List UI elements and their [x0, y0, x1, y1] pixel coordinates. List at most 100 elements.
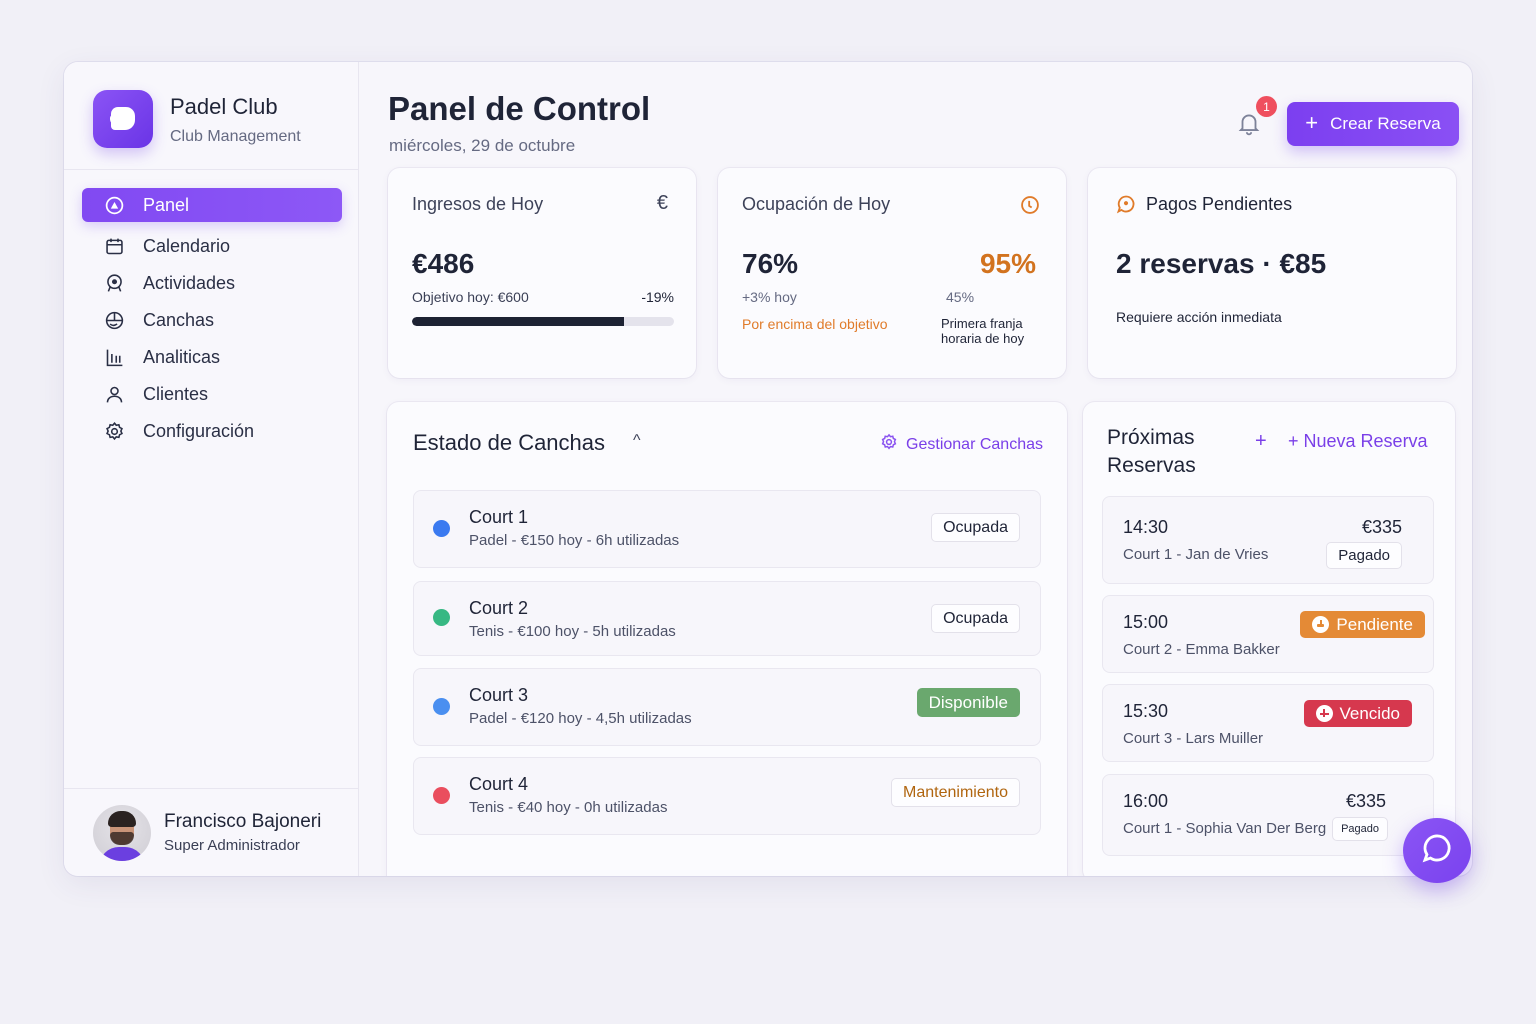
user-profile[interactable]: Francisco Bajoneri Super Administrador	[64, 788, 359, 876]
page-title: Panel de Control	[388, 90, 651, 127]
reservation-detail: Court 2 - Emma Bakker	[1123, 641, 1280, 658]
user-role: Super Administrador	[164, 837, 300, 854]
payment-status-label: Pendiente	[1336, 614, 1413, 634]
court-row[interactable]: Court 3 Padel - €120 hoy - 4,5h utilizad…	[413, 668, 1041, 746]
kpi-occupancy-card: Ocupación de Hoy 76% +3% hoy Por encima …	[718, 168, 1066, 378]
reservations-title-2: Reservas	[1107, 454, 1196, 477]
clock-icon	[1020, 195, 1040, 215]
pending-icon	[1312, 616, 1330, 633]
add-icon[interactable]: +	[1255, 430, 1267, 452]
reservation-item[interactable]: 15:30 Court 3 - Lars Muiller Vencido	[1102, 684, 1434, 762]
activities-icon	[103, 272, 125, 294]
reservation-amount: €335	[1345, 791, 1386, 811]
court-status-panel: Estado de Canchas ^ Gestionar Canchas Co…	[387, 402, 1067, 876]
court-row[interactable]: Court 1 Padel - €150 hoy - 6h utilizadas…	[413, 490, 1041, 568]
kpi-pending-title: Pagos Pendientes	[1146, 194, 1293, 214]
court-status-dot	[433, 609, 450, 626]
kpi-revenue-card: Ingresos de Hoy € €486 Objetivo hoy: €60…	[388, 168, 696, 378]
sidebar-nav: Panel Calendario Actividades Canchas	[82, 188, 342, 450]
court-status-dot	[433, 698, 450, 715]
court-row[interactable]: Court 2 Tenis - €100 hoy - 5h utilizadas…	[413, 581, 1041, 656]
sidebar-item-calendario[interactable]: Calendario	[82, 228, 342, 264]
payment-status-label: Vencido	[1339, 703, 1401, 723]
kpi-occupancy-note: Por encima del objetivo	[742, 316, 888, 332]
overdue-icon	[1315, 705, 1333, 722]
reservation-item[interactable]: 15:00 Court 2 - Emma Bakker Pendiente	[1102, 595, 1434, 673]
dashboard-icon	[103, 194, 125, 216]
chat-fab-button[interactable]	[1403, 818, 1471, 883]
create-reservation-label: Crear Reserva	[1330, 114, 1441, 133]
courts-icon	[103, 309, 125, 331]
payment-status-badge: Vencido	[1303, 700, 1412, 727]
reservation-detail: Court 1 - Sophia Van Der Berg	[1123, 820, 1327, 837]
court-name: Court 1	[469, 507, 529, 527]
upcoming-reservations-panel: Próximas Reservas + + Nueva Reserva 14:3…	[1083, 402, 1455, 876]
sidebar-item-label: Canchas	[143, 309, 215, 330]
gear-icon	[103, 420, 125, 442]
new-reservation-link[interactable]: + Nueva Reserva	[1288, 431, 1428, 451]
reservation-item[interactable]: 16:00 Court 1 - Sophia Van Der Berg €335…	[1102, 774, 1434, 856]
sidebar-item-label: Panel	[143, 194, 190, 215]
kpi-occupancy-value: 76%	[742, 248, 799, 279]
kpi-revenue-title: Ingresos de Hoy	[412, 194, 544, 214]
app-window: Padel Club Club Management Panel Calenda…	[64, 62, 1472, 876]
kpi-revenue-delta: -19%	[641, 289, 674, 305]
user-name: Francisco Bajoneri	[164, 811, 322, 832]
brand: Padel Club Club Management	[64, 62, 359, 170]
sidebar-item-analiticas[interactable]: Analiticas	[82, 339, 342, 375]
user-icon	[103, 383, 125, 405]
court-name: Court 3	[469, 685, 529, 705]
sidebar-item-label: Analiticas	[143, 346, 221, 367]
chat-alert-icon	[1116, 194, 1136, 214]
avatar	[93, 805, 151, 861]
kpi-peak-note-1: Primera franja	[941, 316, 1023, 331]
brand-subtitle: Club Management	[170, 128, 301, 145]
reservation-detail: Court 1 - Jan de Vries	[1123, 546, 1269, 563]
payment-status-badge: Pagado	[1326, 542, 1402, 569]
sidebar-item-label: Configuración	[143, 420, 255, 441]
create-reservation-button[interactable]: + Crear Reserva	[1287, 102, 1459, 146]
sidebar-item-panel[interactable]: Panel	[82, 188, 342, 222]
payment-status-badge: Pagado	[1332, 817, 1388, 841]
status-badge: Disponible	[916, 688, 1020, 717]
reservation-time: 15:00	[1123, 612, 1169, 632]
court-status-title: Estado de Canchas	[413, 430, 606, 455]
kpi-peak-value: 95%	[979, 248, 1036, 279]
court-meta: Padel - €120 hoy - 4,5h utilizadas	[469, 710, 692, 727]
status-badge: Mantenimiento	[891, 778, 1020, 807]
kpi-peak-sub: 45%	[946, 289, 975, 305]
sidebar-item-label: Calendario	[143, 235, 231, 256]
manage-courts-link[interactable]: Gestionar Canchas	[880, 433, 1043, 456]
manage-courts-label: Gestionar Canchas	[906, 435, 1043, 453]
court-meta: Tenis - €100 hoy - 5h utilizadas	[469, 623, 676, 640]
bell-icon	[1236, 114, 1262, 140]
reservation-detail: Court 3 - Lars Muiller	[1123, 730, 1264, 747]
calendar-icon	[103, 235, 125, 257]
court-meta: Tenis - €40 hoy - 0h utilizadas	[469, 799, 668, 816]
reservation-item[interactable]: 14:30 Court 1 - Jan de Vries €335 Pagado	[1102, 496, 1434, 584]
status-badge: Ocupada	[931, 604, 1020, 633]
sidebar-item-configuracion[interactable]: Configuración	[82, 413, 342, 449]
sidebar-item-clientes[interactable]: Clientes	[82, 376, 342, 412]
sidebar-item-actividades[interactable]: Actividades	[82, 265, 342, 301]
court-name: Court 2	[469, 598, 529, 618]
kpi-peak-note-2: horaria de hoy	[941, 331, 1025, 346]
court-row[interactable]: Court 4 Tenis - €40 hoy - 0h utilizadas …	[413, 757, 1041, 835]
gear-icon	[880, 433, 898, 456]
brand-title: Padel Club	[170, 94, 278, 119]
reservation-time: 15:30	[1123, 701, 1169, 721]
sidebar-item-canchas[interactable]: Canchas	[82, 302, 342, 338]
page-date: miércoles, 29 de octubre	[389, 136, 576, 155]
brand-logo-icon	[93, 90, 153, 148]
kpi-pending-note: Requiere acción inmediata	[1116, 309, 1282, 325]
notifications-button[interactable]	[1236, 110, 1264, 138]
status-badge: Ocupada	[931, 513, 1020, 542]
court-status-dot	[433, 787, 450, 804]
court-status-dot	[433, 520, 450, 537]
kpi-revenue-target: Objetivo hoy: €600	[412, 289, 529, 305]
collapse-chevron-icon[interactable]: ^	[633, 432, 641, 449]
kpi-pending-card: Pagos Pendientes 2 reservas · €85 Requie…	[1088, 168, 1456, 378]
chat-icon	[1420, 831, 1454, 870]
court-name: Court 4	[469, 774, 529, 794]
euro-icon: €	[656, 192, 668, 214]
